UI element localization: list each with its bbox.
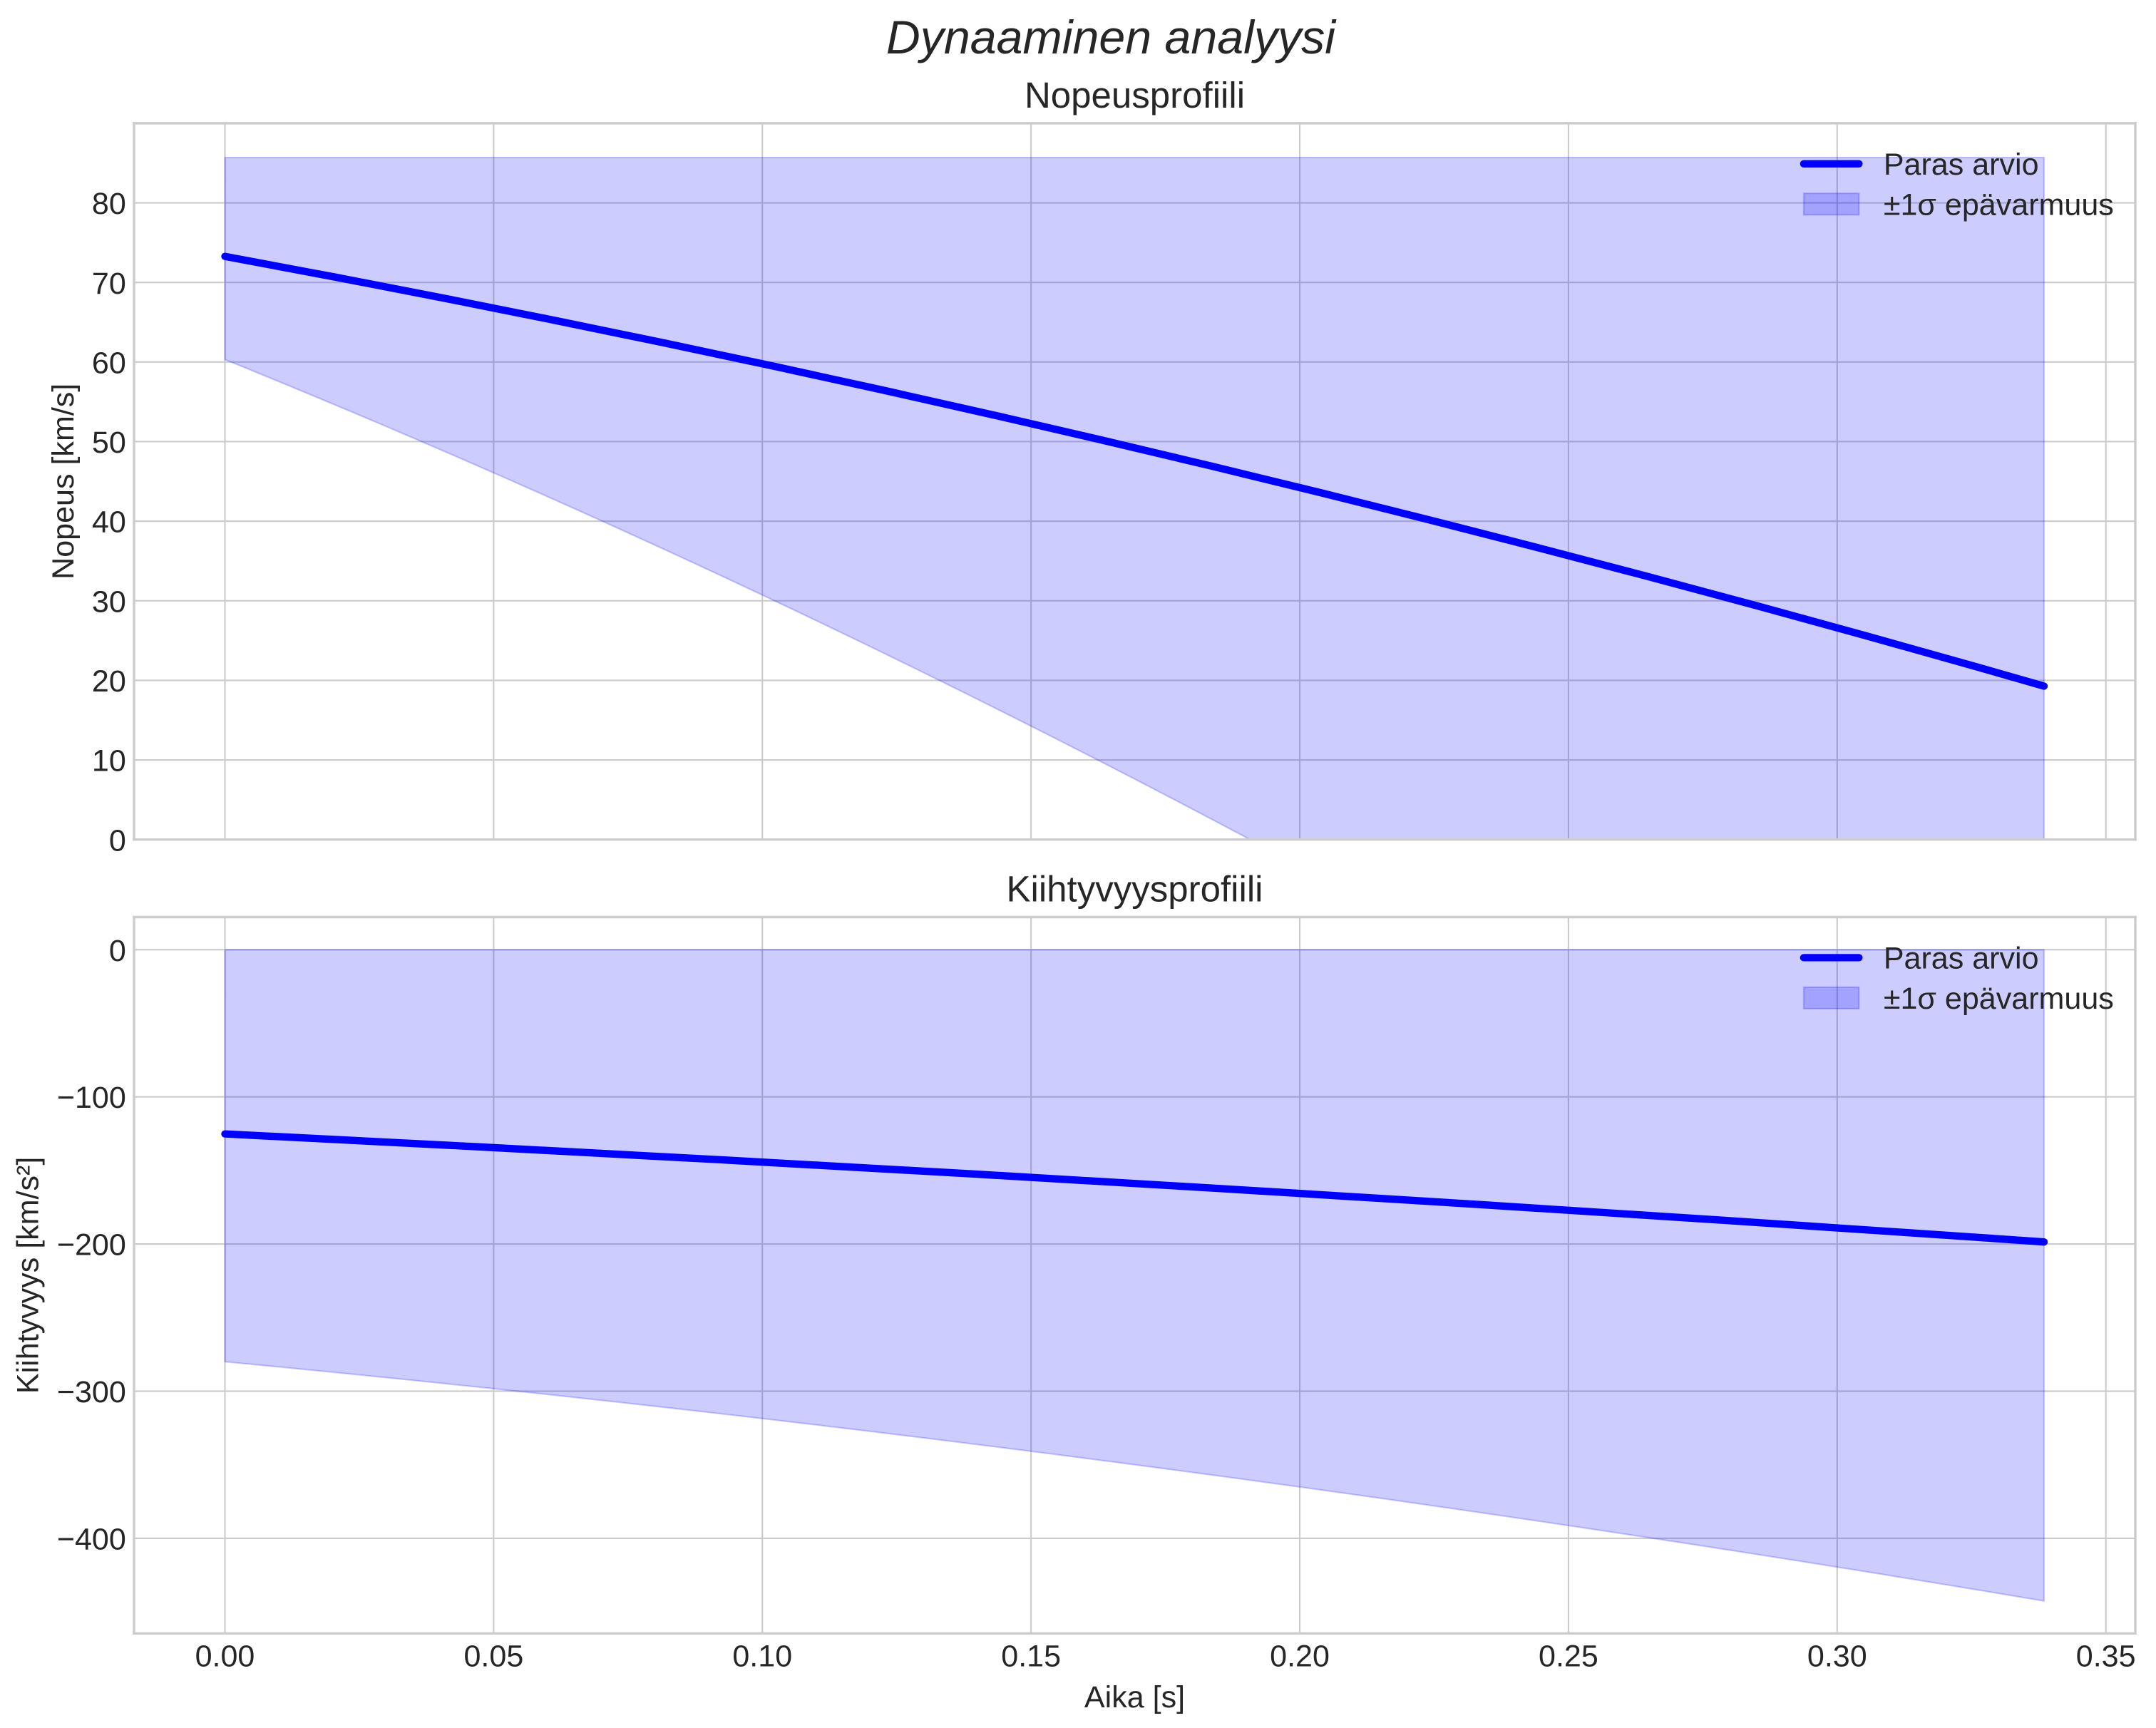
svg-text:0.15: 0.15	[1001, 1640, 1061, 1674]
svg-text:0: 0	[109, 823, 126, 858]
svg-text:0: 0	[109, 934, 126, 968]
svg-text:0.10: 0.10	[732, 1640, 792, 1674]
svg-text:10: 10	[92, 744, 126, 778]
svg-text:0.20: 0.20	[1270, 1640, 1330, 1674]
svg-text:0.30: 0.30	[1807, 1640, 1867, 1674]
svg-text:Paras arvio: Paras arvio	[1884, 941, 2039, 975]
svg-text:−200: −200	[57, 1228, 126, 1262]
svg-text:Nopeus [km/s]: Nopeus [km/s]	[46, 384, 81, 580]
svg-text:70: 70	[92, 267, 126, 301]
svg-text:0.05: 0.05	[463, 1640, 523, 1674]
svg-text:20: 20	[92, 664, 126, 699]
svg-text:50: 50	[92, 426, 126, 460]
svg-text:−300: −300	[57, 1375, 126, 1409]
svg-text:±1σ epävarmuus: ±1σ epävarmuus	[1884, 187, 2114, 222]
svg-text:±1σ epävarmuus: ±1σ epävarmuus	[1884, 982, 2114, 1016]
svg-text:40: 40	[92, 505, 126, 540]
svg-text:Aika [s]: Aika [s]	[1084, 1680, 1185, 1714]
svg-text:0.00: 0.00	[195, 1640, 255, 1674]
svg-text:−100: −100	[57, 1081, 126, 1115]
svg-text:Kiihtyvyys [km/s²]: Kiihtyvyys [km/s²]	[11, 1157, 46, 1394]
svg-text:Kiihtyvyysprofiili: Kiihtyvyysprofiili	[1006, 869, 1263, 910]
svg-text:0.35: 0.35	[2076, 1640, 2136, 1674]
svg-text:Dynaaminen analyysi: Dynaaminen analyysi	[886, 11, 1337, 64]
svg-text:Paras arvio: Paras arvio	[1884, 148, 2039, 182]
svg-text:60: 60	[92, 346, 126, 380]
svg-text:−400: −400	[57, 1523, 126, 1557]
svg-text:0.25: 0.25	[1539, 1640, 1598, 1674]
svg-text:80: 80	[92, 187, 126, 221]
svg-text:30: 30	[92, 585, 126, 619]
svg-text:Nopeusprofiili: Nopeusprofiili	[1025, 75, 1245, 115]
